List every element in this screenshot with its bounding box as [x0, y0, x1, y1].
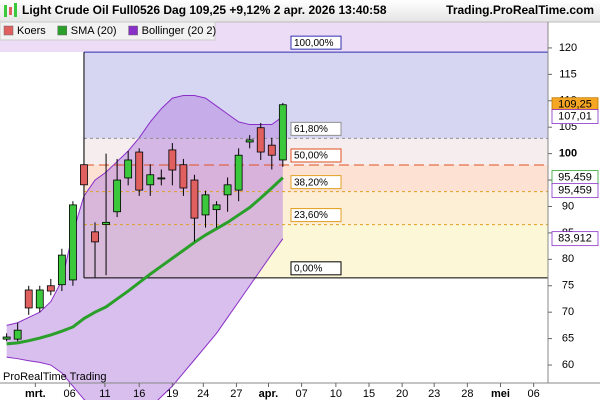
price-label: 109,25 [558, 99, 592, 111]
legend: Koers SMA (20) Bollinger (20 2) [0, 21, 217, 41]
x-tick-label: 11 [99, 388, 110, 400]
plot-area: 100,00% 61,80% 50,00% 38,20% 23,60% 0,00% [2, 35, 548, 400]
x-tick-label: 24 [197, 388, 209, 400]
legend-bg [0, 21, 216, 41]
fib-label: 0,00% [294, 263, 322, 274]
x-tick-label: 27 [230, 388, 242, 400]
candle-body [201, 194, 210, 216]
price-label: 95,459 [558, 185, 592, 197]
y-tick-label: 60 [562, 359, 574, 371]
header-icon [4, 5, 7, 17]
y-tick-label: 100 [559, 148, 577, 160]
candle-body [157, 177, 166, 180]
price-label-box [551, 183, 599, 199]
x-tick-label: 06 [63, 388, 75, 400]
x-tick-label: apr. [259, 388, 279, 400]
candle-body [113, 179, 122, 213]
fib-label-box [290, 261, 342, 276]
fib-label-box [290, 208, 342, 223]
candle-body [256, 127, 265, 153]
fib-label-box [290, 35, 342, 50]
y-tick-label: 65 [562, 333, 574, 345]
candle-body [278, 104, 287, 161]
candle-body [91, 231, 99, 243]
fib-label: 38,20% [294, 177, 328, 188]
x-tick-label: 10 [330, 388, 342, 400]
fib-label: 50,00% [294, 151, 328, 162]
watermark: ProRealTime Trading [3, 371, 107, 383]
candle-body [80, 164, 88, 186]
legend-label: SMA (20) [71, 25, 117, 37]
candle-body [190, 179, 199, 219]
fib-label: 100,00% [294, 38, 334, 49]
candle-body [35, 289, 44, 309]
bollinger-upper [6, 94, 284, 326]
y-tick-label: 80 [562, 253, 574, 265]
legend-label: Koers [17, 25, 46, 37]
candle-body [168, 149, 177, 171]
legend-swatch [128, 25, 138, 36]
legend-label: Bollinger (20 2) [142, 25, 217, 37]
x-tick-label: 23 [428, 388, 440, 400]
x-tick-label: 20 [396, 388, 408, 400]
sma-line [6, 176, 284, 346]
x-tick-label: 16 [133, 388, 145, 400]
candle-body [124, 159, 133, 179]
y-tick-label: 70 [562, 306, 574, 318]
price-label-box [551, 231, 599, 247]
price-label: 83,912 [558, 233, 592, 245]
price-label-box [551, 109, 599, 124]
candle-body [69, 204, 77, 281]
fib-label-box [290, 148, 342, 163]
y-tick-label: 120 [559, 42, 577, 54]
fib-label-box [290, 175, 342, 190]
fib-label: 61,80% [294, 124, 328, 135]
chart-title: Light Crude Oil Full0526 Dag 109,25 +9,1… [22, 3, 387, 17]
x-tick-label: mrt. [25, 388, 46, 400]
candle-body [212, 204, 221, 211]
candle-body [46, 285, 55, 292]
candle-body [24, 289, 33, 309]
candle-body [2, 336, 11, 340]
candle-body [223, 184, 232, 196]
x-tick-label: 28 [461, 388, 473, 400]
header-icon [14, 3, 17, 17]
candle-body [234, 154, 243, 191]
candle-body [102, 221, 110, 225]
bollinger-lower [6, 238, 284, 400]
y-tick-label: 75 [562, 280, 574, 292]
fib-label-box [290, 121, 342, 136]
legend-swatch [3, 25, 14, 36]
price-label: 95,459 [558, 172, 592, 184]
y-tick-label: 115 [559, 68, 577, 80]
x-tick-label: 07 [295, 388, 307, 400]
candle-body [13, 329, 22, 340]
x-tick-label: 06 [528, 388, 540, 400]
legend-swatch [57, 25, 67, 36]
y-tick-label: 105 [559, 121, 577, 133]
candle-body [57, 254, 66, 286]
candle-body [179, 164, 188, 189]
candle-body [146, 174, 155, 186]
candle-body [135, 151, 144, 191]
y-tick-label: 90 [562, 200, 574, 212]
x-tick-label: mei [491, 388, 510, 400]
header-icon [9, 7, 12, 15]
candle-body [245, 139, 254, 143]
header-bar [0, 0, 600, 22]
candle-body [267, 144, 276, 156]
source: Trading.ProRealTime.com [446, 3, 594, 17]
x-tick-label: 15 [363, 388, 375, 400]
x-tick-label: 19 [166, 388, 178, 400]
price-label: 107,01 [558, 110, 592, 122]
fib-label: 23,60% [294, 210, 328, 221]
